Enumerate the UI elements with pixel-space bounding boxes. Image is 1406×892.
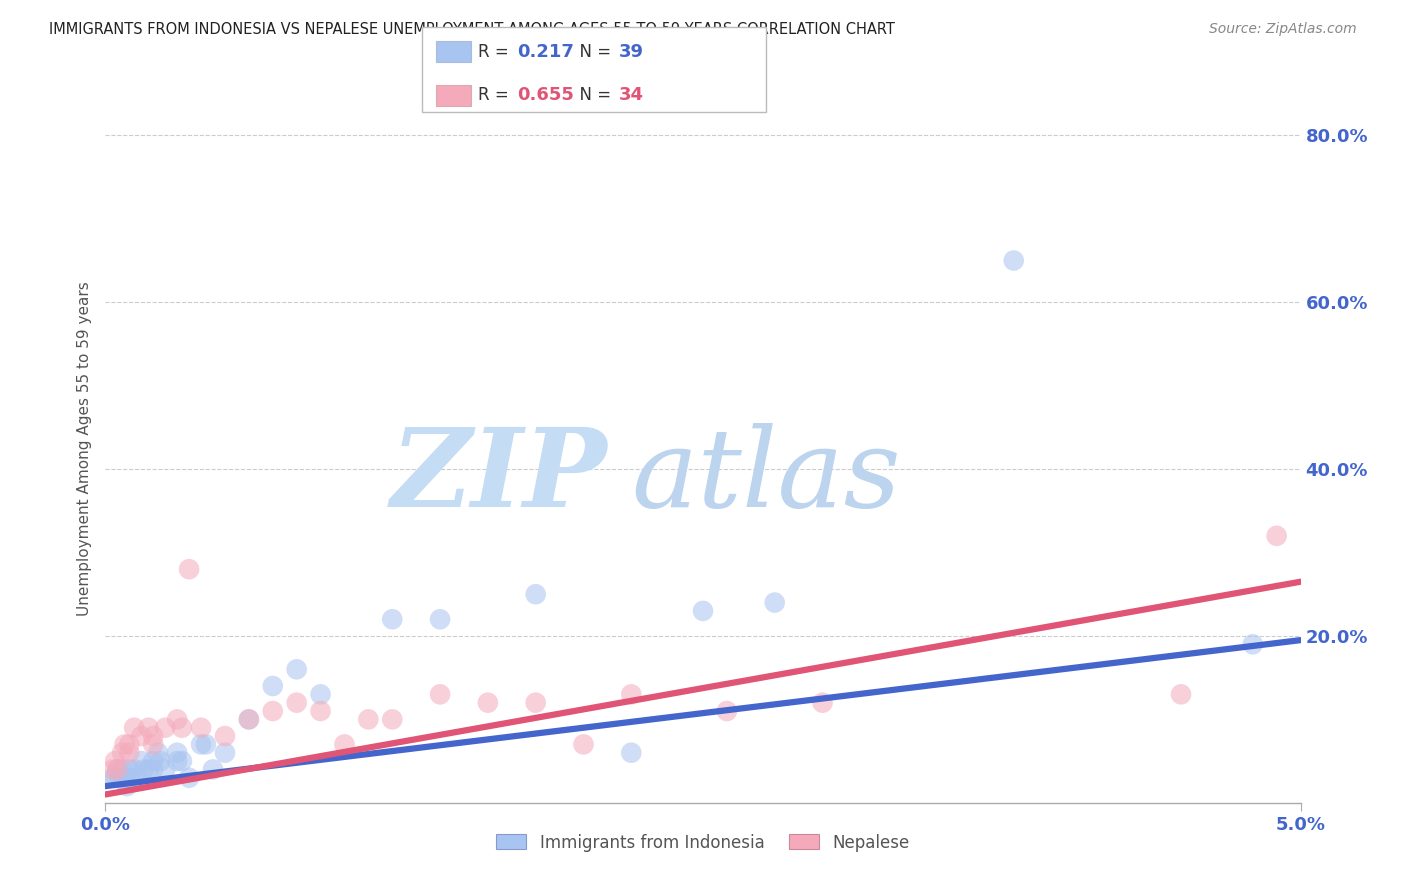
Text: 0.217: 0.217 — [517, 43, 574, 61]
Point — [166, 746, 188, 760]
Point — [125, 771, 148, 785]
Point — [166, 712, 188, 726]
Point — [101, 771, 124, 785]
Point — [429, 687, 451, 701]
Point — [177, 562, 201, 576]
Point — [111, 746, 134, 760]
Point — [155, 721, 177, 735]
Point — [190, 721, 212, 735]
Point — [138, 721, 160, 735]
Point — [524, 587, 547, 601]
Point — [357, 712, 380, 726]
Point — [238, 712, 260, 726]
Point — [132, 763, 155, 777]
Point — [214, 746, 236, 760]
Point — [333, 738, 356, 752]
Point — [477, 696, 499, 710]
Point — [108, 771, 131, 785]
Point — [170, 721, 193, 735]
Point — [114, 771, 136, 785]
Text: atlas: atlas — [631, 423, 901, 531]
Point — [620, 746, 643, 760]
Point — [118, 763, 141, 777]
Text: 39: 39 — [619, 43, 644, 61]
Point — [142, 763, 165, 777]
Point — [620, 687, 643, 701]
Point — [202, 763, 225, 777]
Point — [129, 754, 153, 768]
Point — [1241, 637, 1264, 651]
Point — [129, 729, 153, 743]
Point — [1170, 687, 1192, 701]
Point — [138, 763, 160, 777]
Text: 34: 34 — [619, 87, 644, 104]
Point — [111, 763, 134, 777]
Point — [190, 738, 212, 752]
Point — [572, 738, 595, 752]
Point — [107, 763, 129, 777]
Point — [214, 729, 236, 743]
Point — [101, 763, 124, 777]
Point — [118, 746, 141, 760]
Point — [122, 763, 145, 777]
Point — [114, 738, 136, 752]
Text: Source: ZipAtlas.com: Source: ZipAtlas.com — [1209, 22, 1357, 37]
Point — [381, 712, 404, 726]
Point — [429, 612, 451, 626]
Point — [524, 696, 547, 710]
Y-axis label: Unemployment Among Ages 55 to 59 years: Unemployment Among Ages 55 to 59 years — [76, 281, 91, 615]
Point — [309, 687, 332, 701]
Point — [142, 738, 165, 752]
Point — [149, 754, 172, 768]
Point — [118, 771, 141, 785]
Text: 0.655: 0.655 — [517, 87, 574, 104]
Text: R =: R = — [478, 43, 515, 61]
Point — [104, 771, 127, 785]
Point — [146, 746, 169, 760]
Text: ZIP: ZIP — [391, 423, 607, 531]
Point — [285, 696, 308, 710]
Point — [1265, 529, 1288, 543]
Point — [194, 738, 217, 752]
Point — [692, 604, 714, 618]
Legend: Immigrants from Indonesia, Nepalese: Immigrants from Indonesia, Nepalese — [489, 827, 917, 858]
Point — [716, 704, 738, 718]
Point — [381, 612, 404, 626]
Point — [763, 596, 786, 610]
Point — [1002, 253, 1025, 268]
Text: IMMIGRANTS FROM INDONESIA VS NEPALESE UNEMPLOYMENT AMONG AGES 55 TO 59 YEARS COR: IMMIGRANTS FROM INDONESIA VS NEPALESE UN… — [49, 22, 896, 37]
Text: N =: N = — [569, 43, 617, 61]
Point — [118, 738, 141, 752]
Point — [142, 729, 165, 743]
Point — [122, 721, 145, 735]
Point — [262, 704, 284, 718]
Point — [811, 696, 834, 710]
Text: R =: R = — [478, 87, 515, 104]
Point — [262, 679, 284, 693]
Point — [142, 754, 165, 768]
Point — [166, 754, 188, 768]
Point — [155, 763, 177, 777]
Point — [107, 763, 129, 777]
Point — [177, 771, 201, 785]
Point — [238, 712, 260, 726]
Point — [115, 779, 138, 793]
Point — [104, 754, 127, 768]
Point — [170, 754, 193, 768]
Point — [285, 662, 308, 676]
Point — [309, 704, 332, 718]
Text: N =: N = — [569, 87, 617, 104]
